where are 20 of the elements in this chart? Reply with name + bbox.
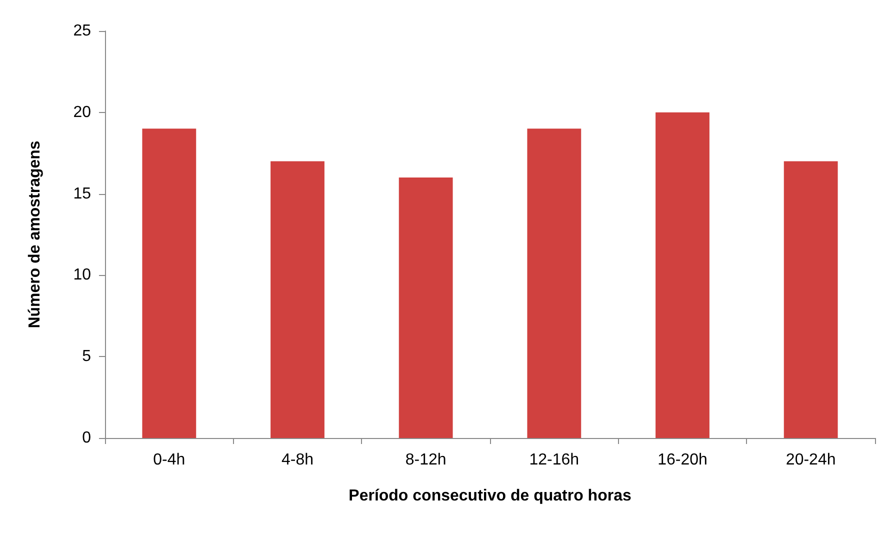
bar (656, 112, 710, 438)
x-tick-label: 16-20h (658, 452, 708, 468)
y-tick-label: 5 (82, 348, 92, 366)
x-axis-title: Período consecutivo de quatro horas (348, 488, 632, 504)
x-tick-label: 20-24h (786, 452, 836, 468)
y-tick-label: 10 (73, 266, 92, 284)
bar (142, 128, 196, 438)
bar (398, 178, 453, 438)
x-tick-label: 4-8h (281, 452, 314, 468)
bar (270, 161, 324, 438)
y-tick-label: 20 (73, 104, 92, 121)
y-tick-label: 0 (82, 430, 92, 446)
y-tick-label: 25 (73, 22, 92, 40)
y-axis-title: Número de amostragens (26, 140, 44, 328)
x-tick-label: 8-12h (405, 452, 446, 468)
bar (527, 128, 582, 438)
x-tick-label: 12-16h (529, 452, 580, 468)
y-tick-label: 15 (73, 185, 92, 202)
bar (784, 161, 838, 438)
x-tick-label: 0-4h (153, 452, 186, 468)
